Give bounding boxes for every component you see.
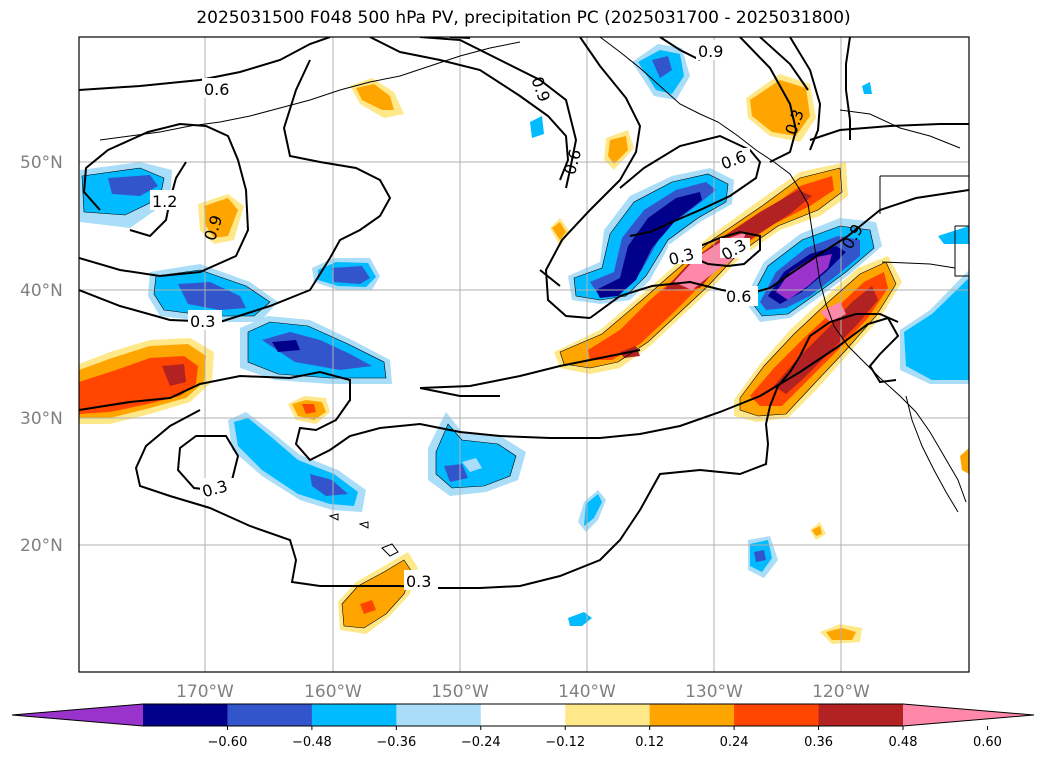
lon-label: 150°W bbox=[431, 682, 489, 702]
precip-blob bbox=[342, 560, 412, 628]
precip-blob bbox=[162, 364, 186, 386]
precip-blob bbox=[204, 198, 238, 238]
contour-label: 0.3 bbox=[406, 572, 431, 591]
colorbar-cell bbox=[480, 704, 566, 726]
precip-blob bbox=[568, 612, 592, 626]
precip-blob bbox=[862, 82, 872, 94]
contour-label: 1.2 bbox=[152, 192, 177, 211]
precip-blob bbox=[652, 56, 672, 78]
precip-blob bbox=[356, 84, 394, 110]
lon-label: 130°W bbox=[685, 682, 743, 702]
lat-label: 20°N bbox=[20, 536, 63, 556]
precip-blob bbox=[904, 278, 969, 380]
lon-label: 170°W bbox=[176, 682, 234, 702]
precip-blob bbox=[310, 474, 348, 496]
colorbar-cell bbox=[649, 704, 735, 726]
precip-blob bbox=[820, 302, 846, 322]
precip-blob bbox=[332, 266, 370, 284]
lon-label: 160°W bbox=[304, 682, 362, 702]
colorbar-cell bbox=[227, 704, 313, 726]
precip-blob bbox=[754, 550, 766, 562]
precip-blob bbox=[444, 464, 468, 482]
coastlines bbox=[99, 37, 969, 557]
precip-blob bbox=[178, 282, 246, 310]
precip-blob bbox=[596, 192, 702, 298]
colorbar-tick-label: −0.12 bbox=[545, 735, 585, 750]
precip-blob bbox=[774, 286, 878, 394]
precip-blob bbox=[272, 340, 300, 352]
map-title: 2025031500 F048 500 hPa PV, precipitatio… bbox=[196, 8, 851, 28]
gridlines bbox=[79, 37, 969, 672]
colorbar-tick-label: 0.24 bbox=[720, 735, 749, 750]
colorbar-tick-label: −0.48 bbox=[292, 735, 332, 750]
colorbar-cell bbox=[903, 704, 1034, 726]
contour-label: 0.6 bbox=[726, 287, 751, 306]
precip-blob bbox=[776, 254, 832, 300]
colorbar-tick-label: −0.24 bbox=[461, 735, 501, 750]
precip-blob bbox=[960, 448, 969, 474]
colorbar-tick-label: 0.12 bbox=[635, 735, 664, 750]
pv-contours bbox=[79, 37, 969, 589]
colorbar-tick-label: −0.36 bbox=[376, 735, 416, 750]
lat-label: 30°N bbox=[20, 409, 63, 429]
lat-labels: 50°N 40°N 30°N 20°N bbox=[20, 153, 63, 556]
precip-blob bbox=[360, 600, 376, 614]
precip-blob bbox=[812, 526, 822, 536]
colorbar-cell bbox=[143, 704, 228, 726]
lat-label: 50°N bbox=[20, 153, 63, 173]
colorbar-cell bbox=[818, 704, 904, 726]
colorbar-tick-label: 0.36 bbox=[804, 735, 833, 750]
contour-labels: 0.6 1.2 0.9 0.3 0.9 0.6 0.9 0.3 0.6 0.9 … bbox=[150, 40, 867, 591]
contour-label: 0.3 bbox=[190, 312, 215, 331]
contour-label: 0.6 bbox=[204, 80, 229, 99]
lat-label: 40°N bbox=[20, 281, 63, 301]
precip-blob bbox=[608, 136, 628, 164]
contour-label: 0.9 bbox=[698, 42, 723, 61]
colorbar-tick-label: 0.60 bbox=[973, 735, 1002, 750]
colorbar-cell bbox=[396, 704, 482, 726]
precip-blob bbox=[938, 226, 969, 244]
colorbar: −0.60 −0.48 −0.36 −0.24 −0.12 0.12 0.24 0.36 0.4… bbox=[11, 703, 1035, 750]
colorbar-outline bbox=[11, 703, 1035, 727]
colorbar-cell bbox=[734, 704, 820, 726]
lon-label: 140°W bbox=[558, 682, 616, 702]
precip-blob bbox=[462, 458, 482, 472]
precip-blob bbox=[302, 404, 316, 414]
precip-field bbox=[79, 44, 969, 644]
map-frame bbox=[78, 36, 970, 673]
lon-labels: 170°W 160°W 150°W 140°W 130°W 120°W bbox=[176, 682, 870, 702]
precip-outlines bbox=[81, 167, 897, 629]
precip-blob bbox=[108, 175, 158, 196]
precip-blob bbox=[552, 222, 566, 240]
colorbar-cell bbox=[565, 704, 651, 726]
colorbar-cell bbox=[12, 704, 143, 726]
precip-blob bbox=[584, 494, 602, 526]
colorbar-cell bbox=[311, 704, 397, 726]
precip-blob bbox=[530, 116, 544, 138]
colorbar-tick-label: 0.48 bbox=[889, 735, 918, 750]
colorbar-tick-label: −0.60 bbox=[208, 735, 248, 750]
lon-label: 120°W bbox=[812, 682, 870, 702]
